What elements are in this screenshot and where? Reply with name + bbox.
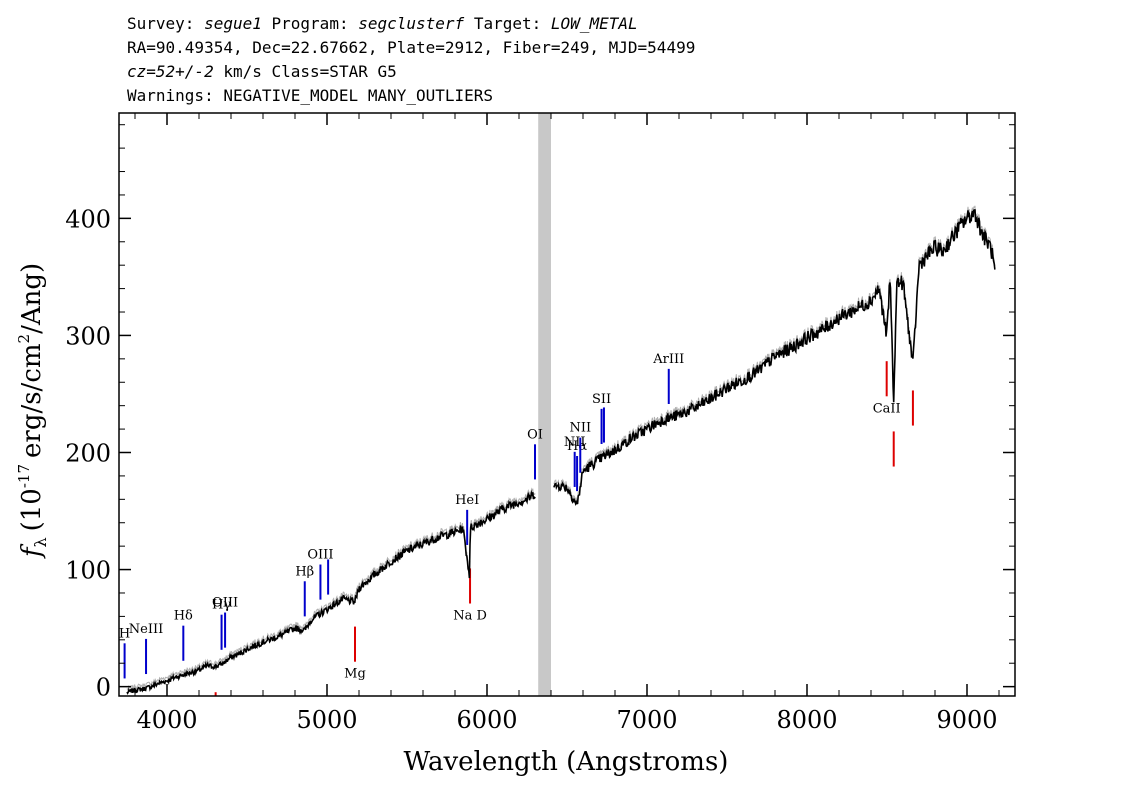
noise-envelope [126, 205, 996, 691]
x-tick-label-5: 9000 [936, 706, 997, 734]
line-label-5: Hβ [295, 564, 314, 579]
line-label-17: Mg [344, 667, 366, 682]
spectrum-line [126, 209, 996, 695]
plot-frame [118, 112, 1016, 697]
line-label-3: Hγ [212, 598, 231, 613]
x-tick-label-1: 5000 [296, 706, 357, 734]
y-tick-label-0: 0 [96, 674, 111, 702]
line-label-12: NII [569, 421, 591, 436]
y-tick-label-1: 100 [65, 557, 111, 585]
line-label-2: Hδ [174, 609, 193, 624]
x-tick-label-0: 4000 [136, 706, 197, 734]
chart-header: Survey: segue1 Program: segclusterf Targ… [127, 14, 695, 105]
y-tick-label-3: 300 [65, 322, 111, 350]
line-label-6: OIII [307, 548, 333, 563]
x-tick-label-3: 7000 [616, 706, 677, 734]
line-label-8: HeI [455, 493, 479, 508]
masked-region-band [538, 113, 551, 696]
line-label-11: Hα [567, 439, 587, 454]
axis-ticks: 4000 5000 6000 7000 8000 9000 0 100 200 300 400 [65, 113, 1015, 734]
y-tick-label-2: 200 [65, 439, 111, 467]
y-axis-title: fλ(10-17erg/s/cm2/Ang) [15, 263, 50, 559]
line-label-18: Na D [453, 609, 487, 624]
line-label-15: ArIII [652, 352, 684, 367]
header-line-1: Survey: segue1 Program: segclusterf Targ… [127, 14, 638, 33]
x-axis-title: Wavelength (Angstroms) [404, 747, 729, 777]
line-label-13: SII [592, 392, 611, 407]
header-line-2: RA=90.49354, Dec=22.67662, Plate=2912, F… [127, 38, 695, 57]
header-line-3: cz=52+/-2 km/s Class=STAR G5 [127, 62, 397, 81]
plot-content: HNeIIIHδHγOIIIHβOIIIHeIOINIIHαNIISIIArII… [119, 113, 996, 696]
line-label-19: CaII [873, 401, 901, 416]
x-tick-label-4: 8000 [776, 706, 837, 734]
line-label-4: OIII [212, 596, 238, 611]
line-label-0: H [119, 626, 130, 641]
spectral-line-markers: HNeIIIHδHγOIIIHβOIIIHeIOINIIHαNIISIIArII… [119, 352, 914, 696]
line-label-1: NeIII [129, 622, 163, 637]
y-tick-label-4: 400 [65, 205, 111, 233]
line-label-9: OI [527, 427, 543, 442]
x-tick-label-2: 6000 [456, 706, 517, 734]
header-line-4: Warnings: NEGATIVE_MODEL MANY_OUTLIERS [127, 86, 493, 105]
